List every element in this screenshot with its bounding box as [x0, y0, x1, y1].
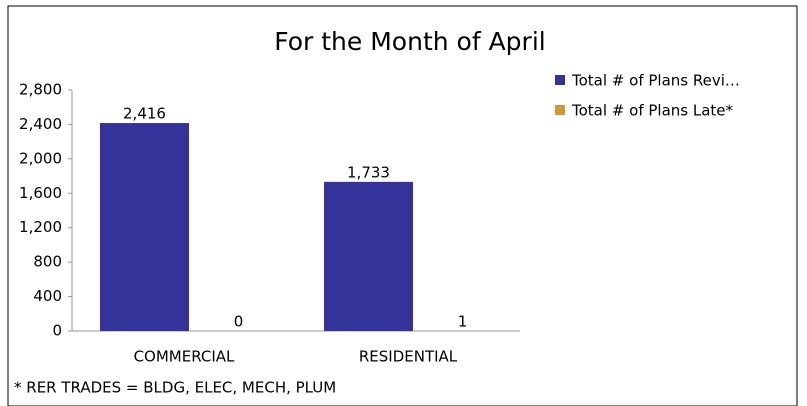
legend-swatch: [555, 105, 565, 115]
legend-swatch: [555, 75, 565, 85]
legend-label: Total # of Plans Late*: [571, 102, 734, 120]
bar: [324, 181, 413, 331]
footnote: * RER TRADES = BLDG, ELEC, MECH, PLUM: [14, 379, 336, 397]
y-tick-label: 800: [33, 253, 62, 271]
legend-label: Total # of Plans Revi…: [571, 72, 740, 90]
y-tick-label: 2,400: [19, 115, 62, 133]
y-tick-label: 0: [52, 322, 62, 340]
y-tick-label: 1,600: [19, 184, 62, 202]
value-label: 1,733: [347, 163, 390, 181]
y-tick-label: 2,800: [19, 81, 62, 99]
value-label: 2,416: [123, 105, 166, 123]
y-tick-label: 1,200: [19, 218, 62, 236]
chart-title: For the Month of April: [274, 27, 545, 56]
x-tick-label: RESIDENTIAL: [359, 348, 458, 366]
x-tick-label: COMMERCIAL: [134, 348, 235, 366]
y-tick-label: 2,000: [19, 149, 62, 167]
bar: [100, 123, 189, 332]
value-label: 1: [458, 312, 468, 330]
y-tick-label: 400: [33, 287, 62, 305]
value-label: 0: [234, 313, 244, 331]
